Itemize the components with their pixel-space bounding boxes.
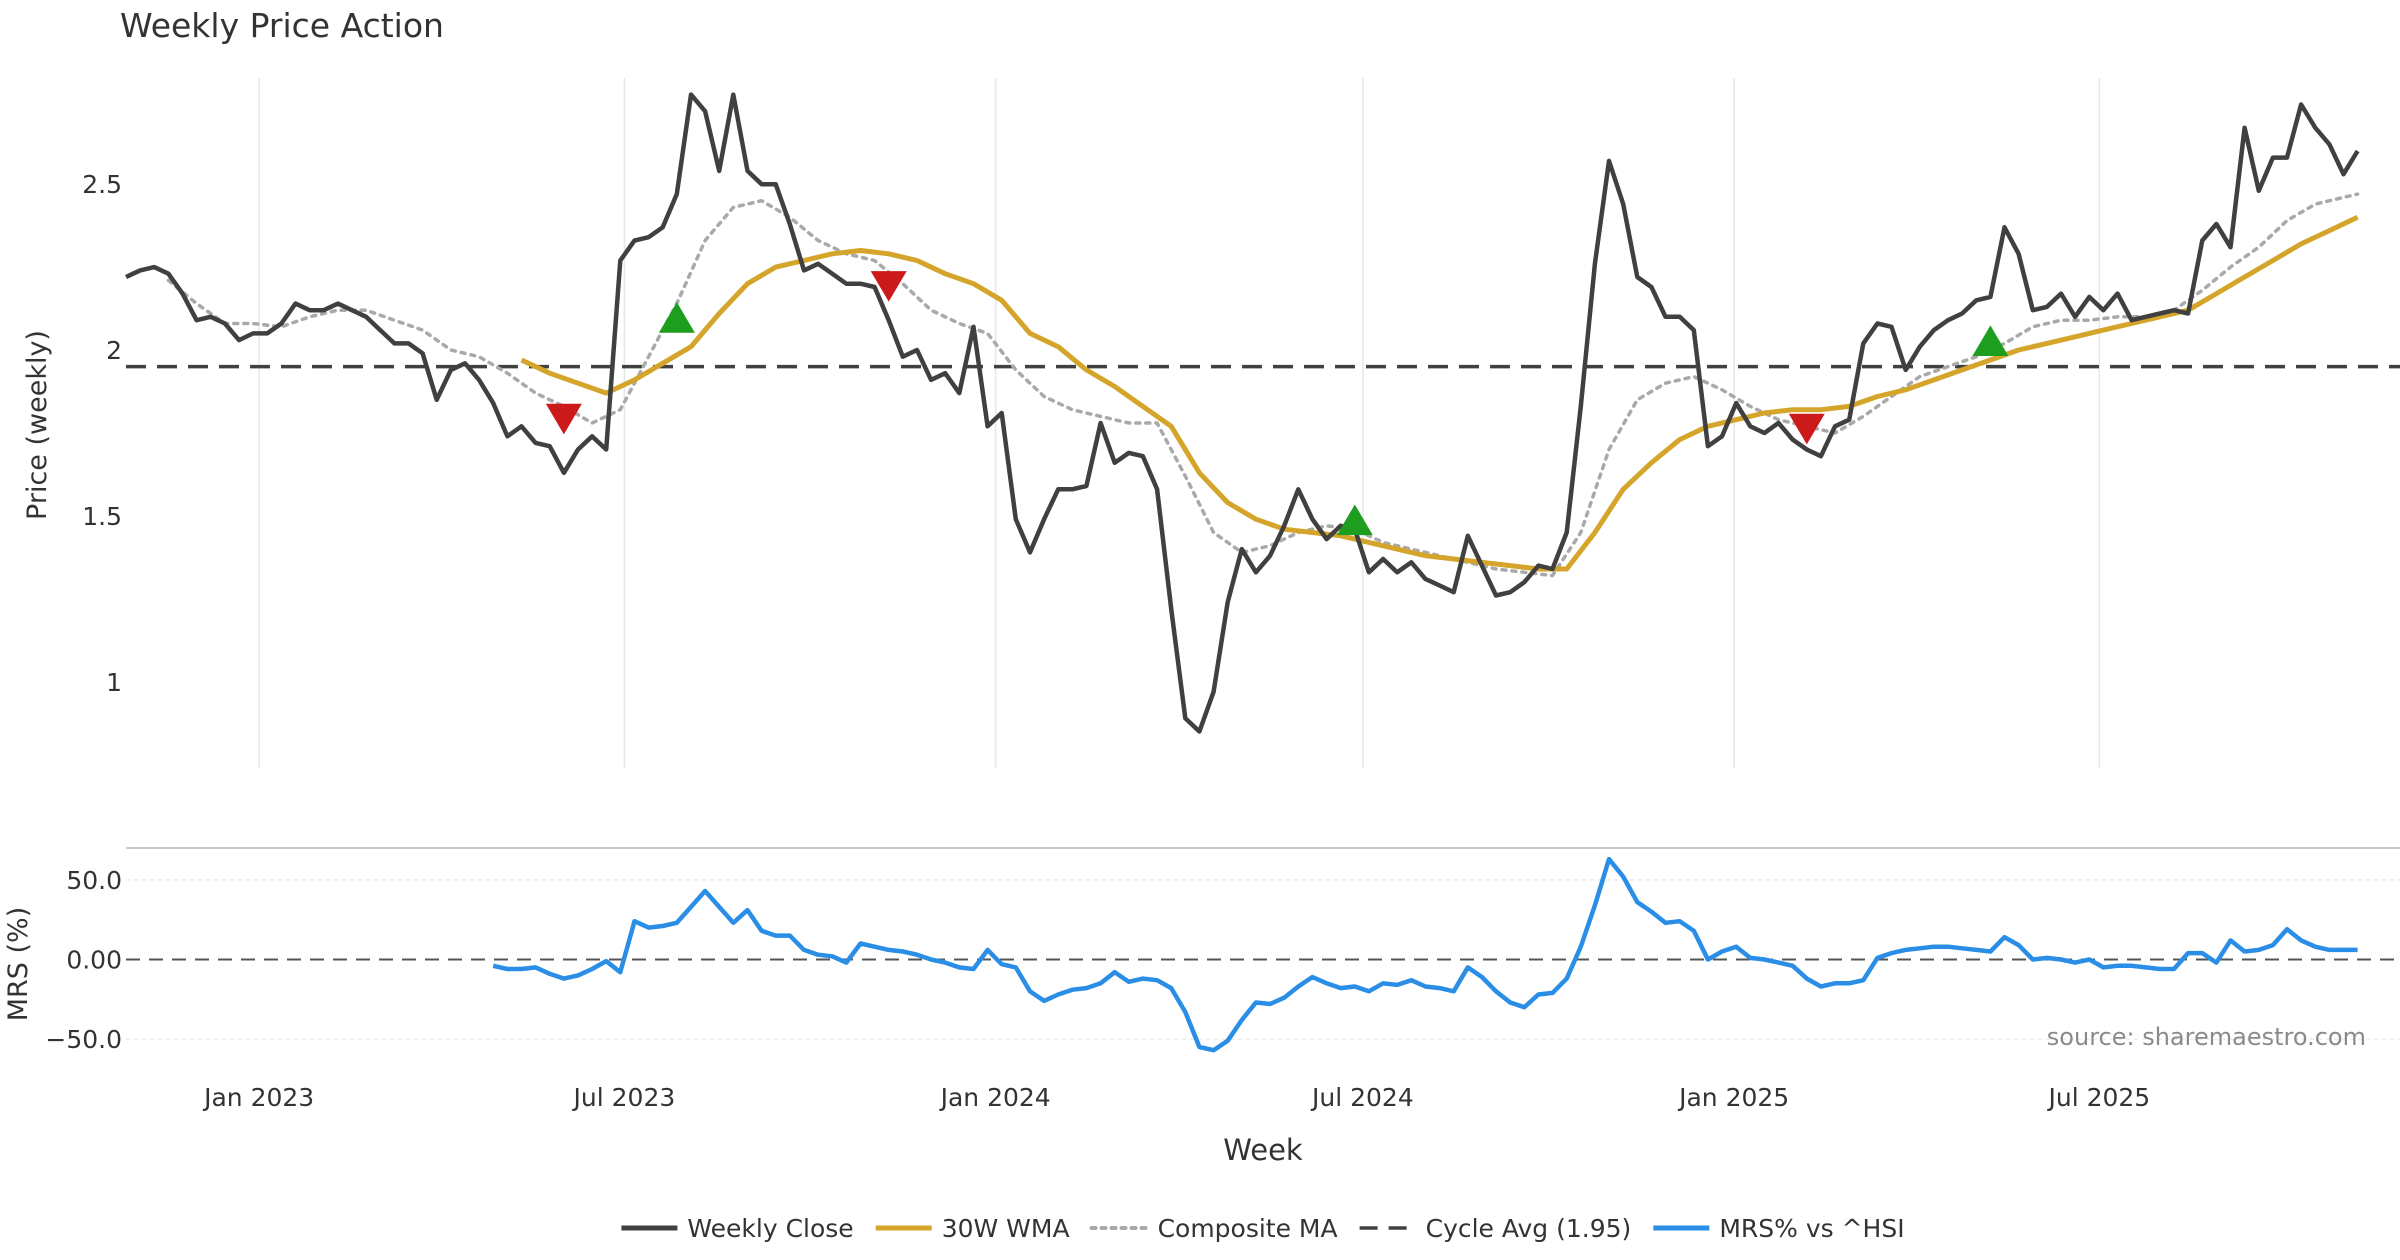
mrs-gridlines [126,879,2400,1040]
legend-label: 30W WMA [942,1214,1070,1243]
legend-label: MRS% vs ^HSI [1719,1214,1904,1243]
series-composite-line [166,192,2360,578]
price-y-axis-label: Price (weekly) [22,330,53,520]
mrs-y-tick-label: −50.0 [45,1025,122,1054]
series-close-line [125,92,2360,734]
price-panel: 1 1.5 2 2.5 Price (weekly) [22,78,2400,768]
series-mrs-line [492,856,2358,1053]
mrs-y-axis-label: MRS (%) [3,907,34,1022]
legend-item-close: Weekly Close [621,1214,854,1243]
price-y-tick-label: 2.5 [82,170,122,199]
sell-signal-marker [1788,413,1825,445]
mrs-panel: 50.0 0.00 −50.0 MRS (%) source: sharemaest… [3,847,2400,1054]
price-series-lines [125,92,2360,734]
x-tick-label: Jul 2025 [2046,1083,2150,1112]
x-tick-label: Jul 2023 [572,1083,676,1112]
x-axis-label: Week [1223,1133,1303,1167]
legend-item-wma: 30W WMA [875,1214,1070,1243]
series-wma-line [520,215,2359,572]
sell-signal-marker [545,403,582,435]
x-tick-label: Jan 2023 [202,1083,314,1112]
price-y-tick-label: 2 [106,336,122,365]
sell-signal-marker [870,271,907,302]
price-gridlines [258,78,2101,768]
x-tick-label: Jan 2025 [1677,1083,1789,1112]
legend-label: Weekly Close [687,1214,853,1243]
buy-signal-marker [1972,325,2009,356]
legend-item-mrs: MRS% vs ^HSI [1653,1214,1905,1243]
x-tick-label: Jan 2024 [939,1083,1051,1112]
chart-title: Weekly Price Action [120,6,444,45]
legend: Weekly Close 30W WMA Composite MA Cycle Avg… [621,1214,1905,1243]
legend-item-composite: Composite MA [1089,1214,1338,1243]
price-y-tick-label: 1 [106,668,122,697]
legend-item-cycle: Cycle Avg (1.95) [1359,1214,1632,1243]
price-y-tick-label: 1.5 [82,502,122,531]
x-axis-ticks: Jan 2023 Jul 2023 Jan 2024 Jul 2024 Jan 2025… [202,1083,2150,1112]
mrs-y-tick-label: 50.0 [66,866,122,895]
source-note: source: sharemaestro.com [2047,1023,2366,1051]
buy-signal-marker [658,302,695,333]
legend-label: Composite MA [1158,1214,1338,1243]
buy-signal-marker [1336,504,1373,536]
x-tick-label: Jul 2024 [1310,1083,1414,1112]
price-y-ticks: 1 1.5 2 2.5 [82,170,122,697]
mrs-y-tick-label: 0.00 [66,945,122,974]
mrs-series-line [492,856,2358,1053]
legend-label: Cycle Avg (1.95) [1426,1214,1632,1243]
mrs-y-ticks: 50.0 0.00 −50.0 [45,866,122,1054]
signal-markers [545,271,2009,536]
